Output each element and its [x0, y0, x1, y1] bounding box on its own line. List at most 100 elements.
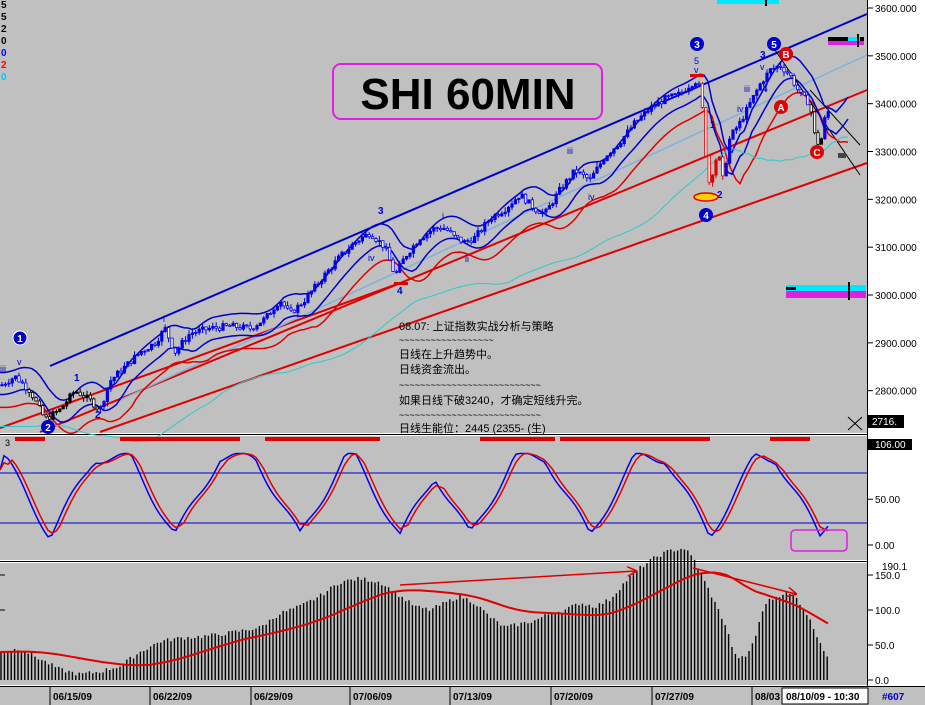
- osc-tick-label: 50.00: [875, 495, 900, 506]
- candle-body: [455, 234, 460, 238]
- candle-body: [343, 251, 348, 254]
- candle-body: [568, 178, 572, 181]
- candle-body: [724, 163, 728, 177]
- date-axis: 06/15/09 06/22/09 06/29/09 07/06/09 07/13/09…: [49, 687, 780, 705]
- candle-body: [136, 353, 140, 356]
- candle-body: [452, 231, 456, 236]
- candle-body: [510, 203, 514, 208]
- candle-body: [58, 408, 62, 412]
- candle-body: [398, 263, 402, 273]
- strategy-note: 08.07: 上证指数实战分析与策略 ~~~~~~~~~~~~~~~~~~ 日线…: [399, 319, 588, 435]
- wave-label-ii: ii: [180, 337, 184, 347]
- overbought-bars: [15, 437, 810, 441]
- candle-body: [751, 95, 756, 103]
- candle-body: [459, 236, 463, 243]
- candle-body: [0, 384, 4, 387]
- wave-label-sub-2: 2: [95, 410, 101, 421]
- candle-body: [306, 293, 310, 303]
- candle-body: [139, 351, 143, 355]
- candle-body: [697, 83, 701, 86]
- divergence-arrow-up: [399, 571, 636, 586]
- y-tick-label: 3100.000: [875, 243, 917, 254]
- candle-body: [153, 343, 157, 346]
- y-tick-label: 3400.000: [875, 100, 917, 111]
- wave-label-i-b: i: [442, 211, 444, 221]
- oscillator: 3 106.00 50.00 0.00: [0, 437, 912, 552]
- momentum-histogram: 150.0 100.0 50.0 0.0 190.1: [0, 548, 907, 687]
- candle-body: [741, 118, 745, 122]
- candle-body: [122, 365, 126, 374]
- candle-body: [421, 237, 426, 241]
- upper-channel-line: [49, 13, 868, 367]
- candle-body: [258, 322, 263, 327]
- candle-body: [41, 404, 45, 416]
- candle-body: [551, 203, 555, 206]
- candle-body: [660, 101, 664, 105]
- candle-body: [24, 382, 28, 391]
- candle-body: [336, 255, 341, 262]
- x-tick-label: 07/06/09: [353, 692, 392, 703]
- candle-body: [527, 199, 531, 204]
- left-digit: 2: [1, 24, 7, 35]
- candle-body: [262, 317, 266, 324]
- candle-body: [717, 156, 722, 161]
- candle-body: [500, 213, 504, 217]
- candle-body: [629, 127, 633, 131]
- candle-body: [432, 227, 436, 232]
- x-tick-label: 08/03: [755, 692, 780, 703]
- candle-body: [622, 136, 626, 145]
- candle-body: [214, 326, 218, 329]
- candle-body: [415, 244, 419, 247]
- candle-body: [302, 302, 307, 306]
- candle-body: [438, 227, 443, 231]
- candle-body: [7, 382, 11, 385]
- wave-label-iv-c: iv: [737, 104, 744, 114]
- candle-body: [745, 106, 749, 120]
- x-axis-strip: [0, 686, 925, 705]
- candle-body: [758, 83, 762, 91]
- candle-body: [636, 119, 640, 122]
- svg-text:3: 3: [694, 40, 700, 51]
- overbought-bar: [560, 437, 710, 441]
- candle-body: [435, 227, 439, 230]
- candle-body: [289, 307, 293, 311]
- wave-label-iii-c: iii: [567, 146, 573, 156]
- candle-body: [782, 66, 786, 73]
- candle-body: [149, 343, 154, 351]
- candle-body: [126, 361, 130, 367]
- overbought-bar: [120, 437, 240, 441]
- note-line-1: 08.07: 上证指数实战分析与策略: [399, 319, 554, 333]
- candle-body: [364, 234, 368, 238]
- y-tick-label: 3200.000: [875, 195, 917, 206]
- histogram-axis: 150.0 100.0 50.0 0.0: [867, 571, 900, 687]
- svg-text:A: A: [777, 103, 784, 114]
- candle-body: [387, 246, 392, 261]
- candle-body: [711, 174, 715, 183]
- svg-text:C: C: [813, 148, 820, 159]
- candle-body: [170, 337, 174, 349]
- candle-body: [646, 110, 650, 113]
- candle-body: [483, 221, 487, 232]
- candle-body: [765, 72, 769, 83]
- candle-body: [61, 405, 65, 410]
- candle-body: [626, 129, 630, 137]
- candle-body: [275, 305, 280, 311]
- candle-body: [704, 107, 708, 157]
- wave-label-iii-b: iii: [361, 229, 367, 239]
- candle-body: [428, 230, 433, 235]
- candle-body: [187, 334, 191, 342]
- candle-body: [17, 375, 21, 383]
- candle-body: [316, 283, 320, 286]
- candle-body: [799, 89, 803, 93]
- candle-body: [554, 193, 558, 205]
- wave-label-iii-d: iii: [744, 84, 750, 94]
- wave-label-3: 3: [378, 206, 384, 217]
- candle-body: [272, 309, 276, 315]
- oscillator-axis: 106.00 50.00 0.00: [867, 439, 912, 552]
- candle-body: [330, 268, 334, 271]
- left-digit: 0: [1, 72, 7, 83]
- candle-body: [34, 397, 38, 402]
- candle-body: [469, 240, 473, 244]
- candle-body: [221, 323, 225, 331]
- candle-body: [265, 313, 269, 319]
